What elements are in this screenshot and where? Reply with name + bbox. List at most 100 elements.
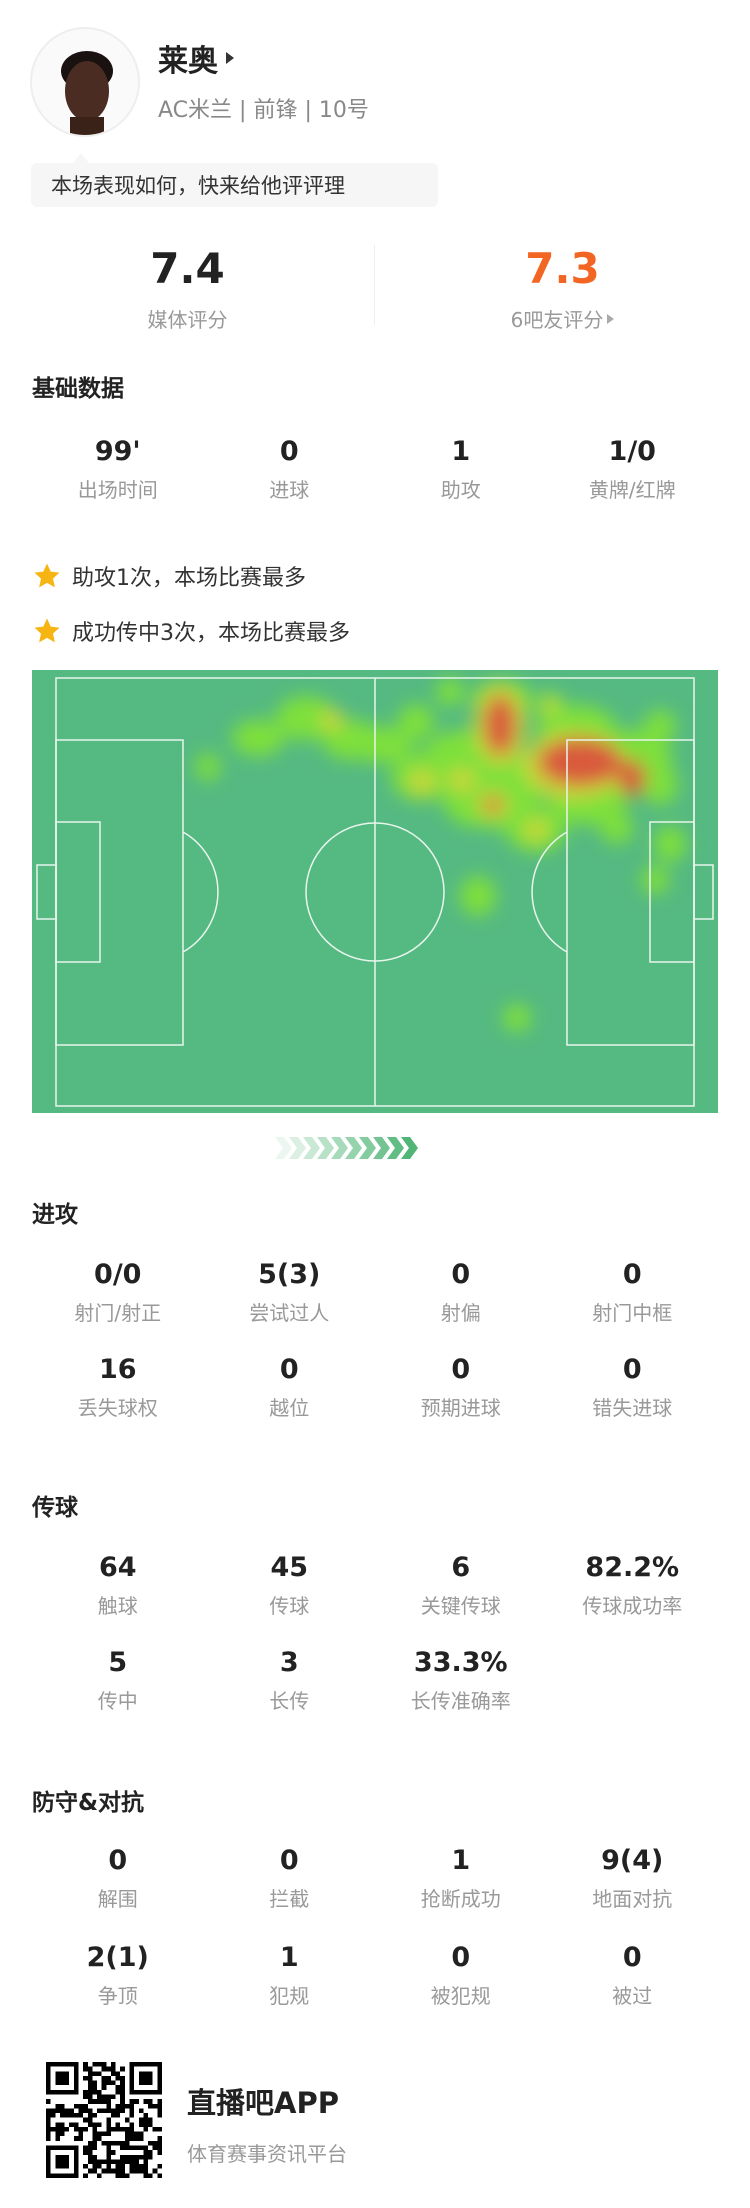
heatmap-layer (196, 678, 686, 1032)
stat-item: 6 关键传球 (375, 1552, 547, 1619)
chevron-right-icon (345, 1137, 362, 1159)
stat-label: 射门中框 (592, 1301, 673, 1325)
stat-item: 1 犯规 (204, 1942, 376, 2009)
stat-label: 尝试过人 (249, 1301, 330, 1325)
stat-label: 被过 (612, 1984, 653, 2008)
stat-label: 传球成功率 (582, 1594, 683, 1618)
stat-value: 2(1) (86, 1942, 149, 1973)
heat-spot-low (436, 678, 464, 706)
media-rating-label: 媒体评分 (147, 308, 228, 332)
highlight-item: 助攻1次，本场比赛最多 (32, 560, 306, 592)
heat-spot-mid (542, 698, 558, 714)
stat-label: 射偏 (440, 1301, 481, 1325)
stat-value: 5(3) (258, 1259, 321, 1290)
stat-item: 3 长传 (204, 1647, 376, 1714)
heat-spot-low (352, 727, 412, 763)
stat-item: 0 错失进球 (547, 1354, 719, 1421)
stat-item: 0 射偏 (375, 1259, 547, 1326)
stat-value: 0 (451, 1942, 471, 1973)
heat-spot-low (644, 710, 676, 742)
chevron-right-icon (373, 1137, 390, 1159)
position: 前锋 (253, 98, 298, 123)
stat-item: 2(1) 争顶 (32, 1942, 204, 2009)
pitch-lines (36, 677, 714, 1107)
stat-label: 预期进球 (420, 1396, 501, 1420)
stat-value: 64 (98, 1552, 137, 1583)
heat-spot-low (460, 876, 496, 916)
stat-item: 33.3% 长传准确率 (375, 1647, 547, 1714)
stat-item: 9(4) 地面对抗 (547, 1845, 719, 1912)
scroll-chevrons (275, 1137, 418, 1159)
section-title-attack: 进攻 (32, 1202, 78, 1228)
fan-rating[interactable]: 7.3 6吧友评分 (375, 244, 750, 333)
star-icon (34, 563, 60, 588)
stat-label: 抢断成功 (420, 1887, 501, 1911)
media-rating-value: 7.4 (150, 244, 225, 293)
heat-spot-mid (320, 710, 344, 730)
stat-item: 5 传中 (32, 1647, 204, 1714)
heat-spot-low (642, 765, 678, 805)
stat-value: 6 (451, 1552, 471, 1583)
stat-item: 0 拦截 (204, 1845, 376, 1912)
stat-label: 犯规 (269, 1984, 310, 2008)
arrow-right-icon (607, 313, 615, 324)
heat-spot-low (232, 720, 284, 756)
stat-label: 被犯规 (430, 1984, 491, 2008)
stat-value: 0 (279, 1354, 299, 1385)
stat-item: 16 丢失球权 (32, 1354, 204, 1421)
stat-item: 0 越位 (204, 1354, 376, 1421)
stat-item: 0 射门中框 (547, 1259, 719, 1326)
stat-label: 越位 (269, 1396, 310, 1420)
stat-label: 争顶 (97, 1984, 138, 2008)
player-name[interactable]: 莱奥 (158, 36, 234, 80)
stat-item: 0 被过 (547, 1942, 719, 2009)
stat-item: 1/0 黄牌/红牌 (547, 436, 719, 503)
heat-spot-high (485, 797, 501, 813)
shirt-number: 10号 (318, 98, 369, 123)
stat-value: 33.3% (413, 1647, 508, 1678)
stat-label: 长传 (269, 1689, 310, 1713)
app-tagline: 体育赛事资讯平台 (187, 2142, 347, 2166)
chevron-right-icon (359, 1137, 376, 1159)
stat-label: 长传准确率 (410, 1689, 511, 1713)
stat-item: 0 被犯规 (375, 1942, 547, 2009)
stat-label: 关键传球 (420, 1594, 501, 1618)
chevron-right-icon (289, 1137, 306, 1159)
stat-value: 16 (98, 1354, 137, 1385)
heat-spot-high (618, 760, 646, 796)
player-name-text: 莱奥 (158, 44, 218, 79)
stat-item: 64 触球 (32, 1552, 204, 1619)
attack-stats: 0/0 射门/射正 5(3) 尝试过人 0 射偏 0 射门中框 16 丢失球权 0 越位 0 预期进球 0 错… (32, 1259, 718, 1421)
stat-item: 0 预期进球 (375, 1354, 547, 1421)
stat-item: 5(3) 尝试过人 (204, 1259, 376, 1326)
stat-item: 45 传球 (204, 1552, 376, 1619)
heat-spot-high (538, 738, 622, 786)
stat-item: 1 抢断成功 (375, 1845, 547, 1912)
rate-prompt-bubble[interactable]: 本场表现如何，快来给他评评理 (31, 153, 438, 207)
media-rating: 7.4 媒体评分 (0, 244, 375, 333)
heat-spot-high (484, 695, 516, 755)
team: AC米兰 (158, 98, 233, 123)
stat-value: 0 (451, 1354, 471, 1385)
heat-spot-mid (408, 770, 436, 794)
qr-code-icon (46, 2062, 162, 2178)
stat-value: 0/0 (94, 1259, 142, 1290)
chevron-right-icon (387, 1137, 404, 1159)
stat-label: 触球 (97, 1594, 138, 1618)
chevron-right-icon (275, 1137, 292, 1159)
section-title-passing: 传球 (32, 1495, 78, 1521)
stat-item: 0 进球 (204, 436, 376, 503)
stat-label: 助攻 (440, 478, 481, 502)
chevron-right-icon (401, 1137, 418, 1159)
passing-stats: 64 触球 45 传球 6 关键传球 82.2% 传球成功率 5 传中 3 长传 33.3% 长传准确率 (32, 1552, 718, 1714)
heat-spot-low (398, 704, 434, 740)
stat-value: 0 (622, 1942, 642, 1973)
defense-stats: 0 解围 0 拦截 1 抢断成功 9(4) 地面对抗 2(1) 争顶 1 犯规 0 被犯规 0 被过 (32, 1845, 718, 2009)
arrow-right-icon (226, 52, 234, 64)
stat-label: 解围 (97, 1887, 138, 1911)
stat-label: 进球 (269, 478, 310, 502)
highlight-text: 成功传中3次，本场比赛最多 (72, 621, 350, 646)
player-avatar[interactable] (30, 27, 140, 137)
heat-spot-mid (524, 818, 548, 842)
heat-spot-low (641, 866, 669, 894)
